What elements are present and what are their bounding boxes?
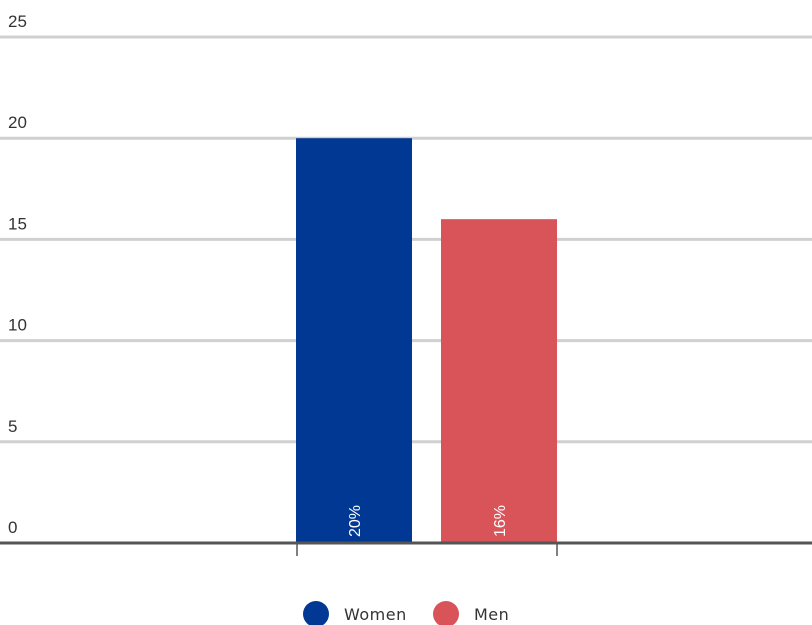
y-tick-label: 5 [8, 417, 17, 436]
y-tick-label: 20 [8, 113, 27, 132]
y-axis-tick-labels: 0 5 10 15 20 25 [8, 12, 27, 537]
legend[interactable]: Women Men [303, 601, 509, 625]
y-tick-label: 10 [8, 316, 27, 335]
y-tick-label: 0 [8, 518, 17, 537]
bar-data-label: 20% [347, 505, 364, 537]
bar-data-label: 16% [492, 505, 509, 537]
bar-women[interactable] [296, 138, 412, 543]
bar-labels: 20% 16% [347, 505, 509, 537]
legend-item-women[interactable]: Women [303, 601, 407, 625]
legend-item-men[interactable]: Men [433, 601, 509, 625]
y-tick-label: 15 [8, 214, 27, 233]
x-axis-ticks [296, 543, 558, 556]
bars [296, 138, 557, 543]
y-tick-label: 25 [8, 12, 27, 31]
legend-swatch [433, 601, 459, 625]
legend-swatch [303, 601, 329, 625]
bar-men[interactable] [441, 219, 557, 543]
legend-label: Men [474, 605, 509, 624]
legend-label: Women [344, 605, 407, 624]
